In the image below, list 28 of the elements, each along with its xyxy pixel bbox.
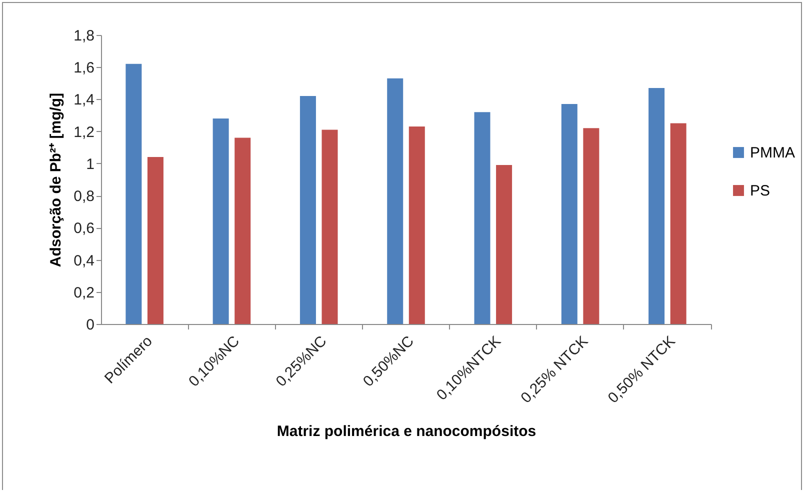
bar	[496, 165, 512, 324]
bar	[126, 64, 142, 324]
bar	[212, 118, 229, 324]
bar	[474, 112, 490, 324]
bar	[561, 104, 578, 324]
bar	[322, 130, 338, 324]
y-tick-label: 0,2	[74, 284, 94, 302]
y-tick-label: 0	[86, 316, 94, 334]
y-tick-label: 1,6	[74, 60, 94, 77]
bar	[408, 126, 425, 324]
bar	[583, 128, 600, 324]
bar	[670, 123, 686, 324]
bar	[147, 157, 164, 324]
bar	[234, 138, 251, 324]
legend-label: PMMA	[750, 144, 795, 162]
y-tick-label: 1,2	[74, 124, 94, 141]
y-tick-label: 0,6	[74, 220, 94, 238]
y-tick-label: 0,8	[74, 188, 94, 206]
bar	[300, 96, 316, 324]
bar	[648, 88, 665, 324]
y-tick-label: 0,4	[74, 252, 94, 270]
x-axis-title: Matriz polimérica e nanocompósitos	[276, 423, 536, 440]
y-tick-label: 1,8	[74, 28, 94, 44]
y-axis-title: Adsorção de Pb²⁺ [mg/g]	[48, 92, 65, 268]
legend-label: PS	[750, 182, 770, 200]
bar	[387, 78, 404, 324]
y-tick-label: 1,4	[74, 92, 94, 109]
y-tick-label: 1	[86, 156, 94, 173]
